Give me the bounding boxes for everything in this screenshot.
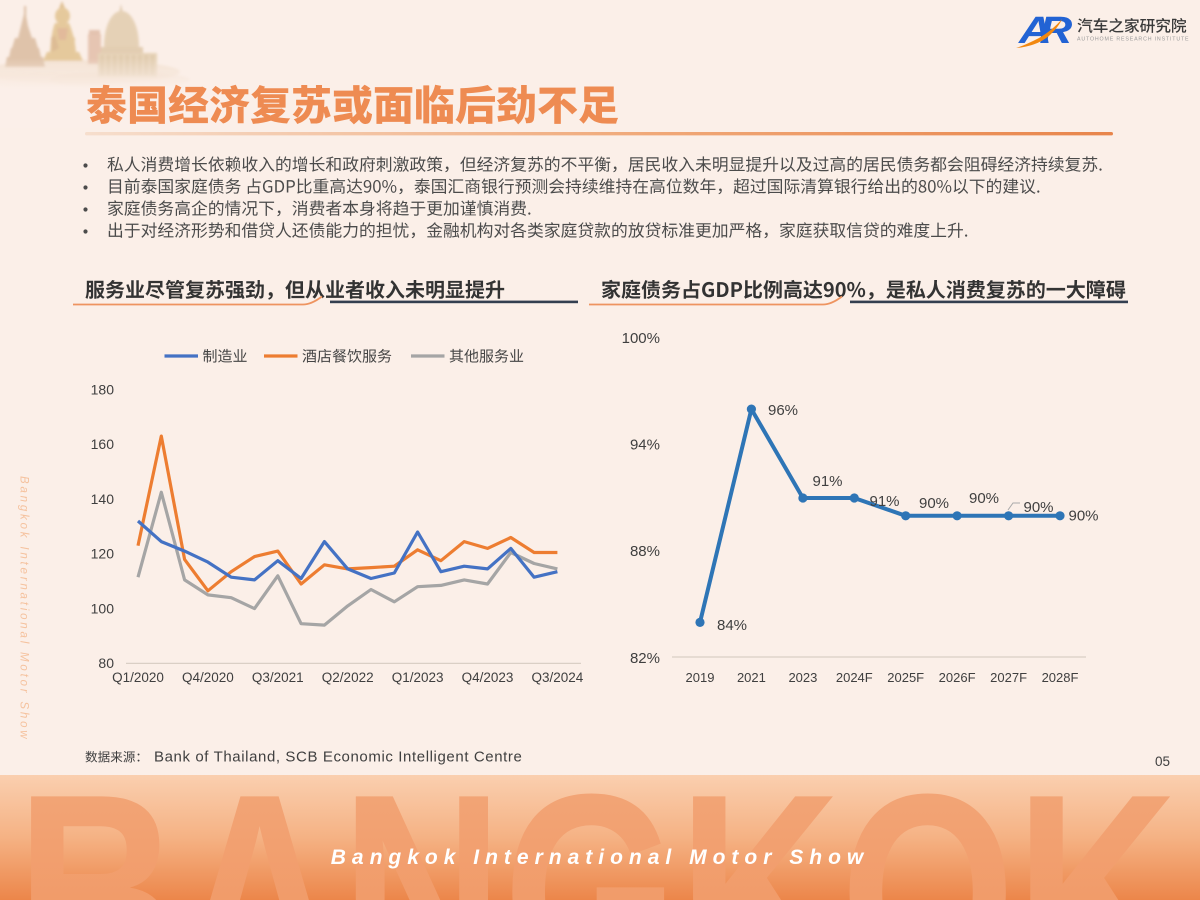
svg-text:120: 120 [91, 546, 115, 562]
svg-text:R: R [1039, 9, 1073, 52]
svg-text:2019: 2019 [686, 670, 715, 685]
svg-text:Q4/2023: Q4/2023 [462, 670, 514, 685]
svg-text:80: 80 [98, 655, 114, 671]
svg-text:88%: 88% [630, 543, 660, 560]
svg-text:90%: 90% [1024, 499, 1054, 516]
svg-text:91%: 91% [813, 473, 843, 490]
svg-text:2021: 2021 [737, 670, 766, 685]
svg-text:96%: 96% [768, 402, 798, 419]
svg-text:Q1/2023: Q1/2023 [392, 670, 444, 685]
svg-text:2025F: 2025F [887, 670, 924, 685]
svg-text:2026F: 2026F [939, 670, 976, 685]
svg-text:160: 160 [91, 436, 115, 452]
svg-text:82%: 82% [630, 650, 660, 667]
svg-text:2028F: 2028F [1042, 670, 1079, 685]
svg-text:100%: 100% [622, 330, 660, 347]
svg-text:90%: 90% [919, 495, 949, 512]
svg-text:Q4/2020: Q4/2020 [182, 670, 234, 685]
svg-text:90%: 90% [1069, 508, 1099, 525]
svg-text:91%: 91% [870, 493, 900, 510]
svg-text:Bangkok International Motor Sh: Bangkok International Motor Show [18, 476, 30, 741]
svg-text:Bangkok International Motor: Bangkok International Motor Show [331, 846, 870, 869]
svg-text:AUTOHOME RESEARCH INSTITUTE: AUTOHOME RESEARCH INSTITUTE [1077, 37, 1189, 43]
svg-text:100: 100 [91, 600, 115, 616]
svg-text:94%: 94% [630, 436, 660, 453]
svg-text:2023: 2023 [788, 670, 817, 685]
svg-text:Q2/2022: Q2/2022 [322, 670, 374, 685]
svg-text:05: 05 [1155, 754, 1170, 769]
svg-text:2024F: 2024F [836, 670, 873, 685]
svg-text:Q3/2021: Q3/2021 [252, 670, 304, 685]
svg-text:Bank of Thailand, SCB Economic: Bank of Thailand, SCB Economic Intellige… [154, 749, 522, 766]
svg-text:140: 140 [91, 491, 115, 507]
svg-text:Q3/2024: Q3/2024 [532, 670, 584, 685]
svg-text:A: A [1018, 9, 1052, 52]
svg-text:Q1/2020: Q1/2020 [112, 670, 164, 685]
svg-text:84%: 84% [717, 617, 747, 634]
svg-text:BANGKOK: BANGKOK [16, 735, 1178, 900]
svg-text:180: 180 [91, 381, 115, 397]
svg-text:2027F: 2027F [990, 670, 1027, 685]
svg-text:90%: 90% [969, 490, 999, 507]
